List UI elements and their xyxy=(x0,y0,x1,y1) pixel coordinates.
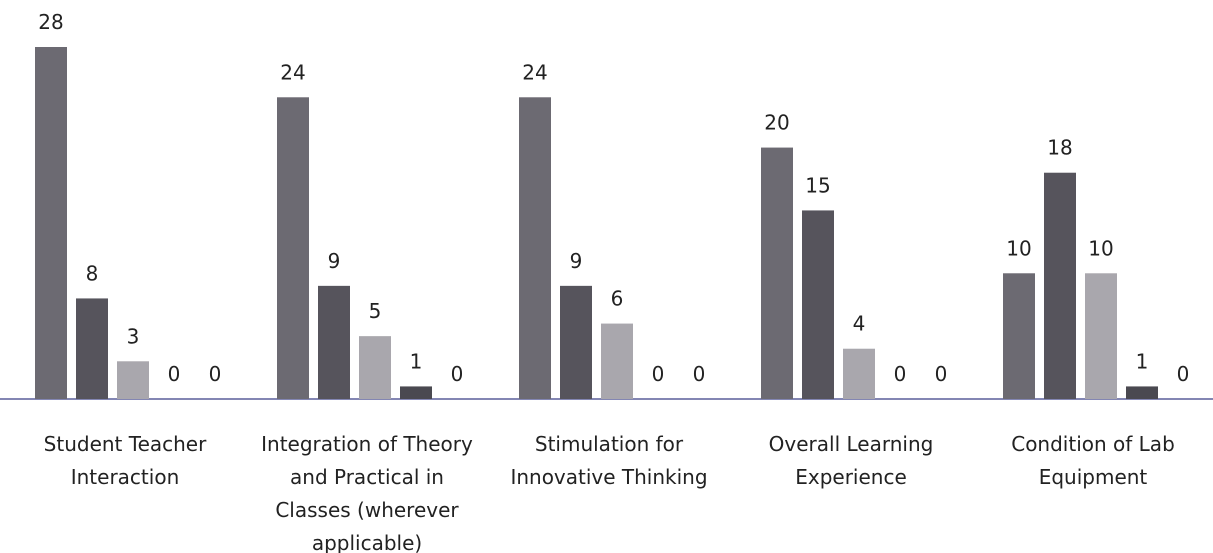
data-label: 24 xyxy=(522,60,547,84)
bar xyxy=(318,285,350,399)
data-label: 10 xyxy=(1006,236,1031,260)
data-label: 0 xyxy=(209,362,222,386)
data-label: 0 xyxy=(1177,362,1190,386)
bar xyxy=(843,348,875,399)
data-label: 0 xyxy=(451,362,464,386)
x-tick-label: Integration of Theory and Practical in C… xyxy=(261,432,473,553)
bar xyxy=(1126,386,1158,399)
x-tick-label: Stimulation for Innovative Thinking xyxy=(510,432,708,489)
data-label: 8 xyxy=(86,261,99,285)
data-label: 0 xyxy=(894,362,907,386)
x-tick-label: Overall Learning Experience xyxy=(768,432,934,489)
bar xyxy=(1085,273,1117,399)
bar xyxy=(802,210,834,399)
data-label: 9 xyxy=(570,249,583,273)
data-label: 0 xyxy=(168,362,181,386)
data-label: 10 xyxy=(1088,236,1113,260)
bar xyxy=(1003,273,1035,399)
data-label: 1 xyxy=(1136,349,1149,373)
x-tick-label: Condition of Lab Equipment xyxy=(1011,432,1175,489)
bar xyxy=(117,361,149,399)
data-label: 18 xyxy=(1047,136,1072,160)
x-tick-label: Student Teacher Interaction xyxy=(43,432,207,489)
data-label: 15 xyxy=(805,173,830,197)
data-label: 3 xyxy=(127,324,140,348)
data-label: 28 xyxy=(38,10,63,34)
data-label: 5 xyxy=(369,299,382,323)
data-label: 20 xyxy=(764,111,789,135)
data-label: 4 xyxy=(853,312,866,336)
data-label: 6 xyxy=(611,287,624,311)
data-label: 1 xyxy=(410,349,423,373)
bar xyxy=(601,323,633,399)
bar xyxy=(1044,172,1076,399)
bar xyxy=(519,97,551,400)
bar xyxy=(761,147,793,399)
data-label: 9 xyxy=(328,249,341,273)
data-label: 0 xyxy=(693,362,706,386)
bar xyxy=(35,47,67,399)
bar xyxy=(400,386,432,399)
bar xyxy=(76,298,108,399)
bar xyxy=(560,285,592,399)
data-label: 24 xyxy=(280,60,305,84)
data-label: 0 xyxy=(652,362,665,386)
bar xyxy=(277,97,309,400)
bar xyxy=(359,336,391,399)
data-label: 0 xyxy=(935,362,948,386)
